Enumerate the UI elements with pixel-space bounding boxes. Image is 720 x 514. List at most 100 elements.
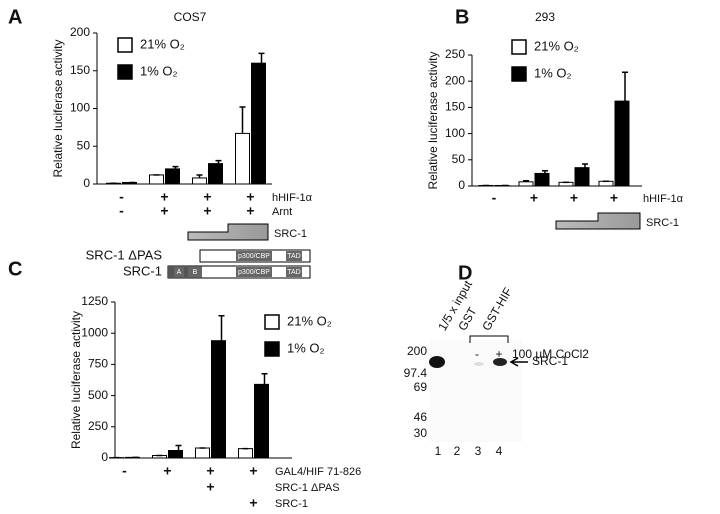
panel-letter: C: [8, 258, 22, 280]
y-tick-label: 0: [83, 176, 90, 190]
bar: [211, 340, 226, 459]
legend-label: 1% O₂: [140, 63, 178, 78]
y-axis-label: Relative luciferase activity: [426, 51, 440, 189]
domain: [174, 267, 184, 277]
condition-mark: -: [119, 203, 124, 219]
condition-mark: +: [160, 189, 168, 205]
condition-mark: +: [206, 463, 214, 479]
marker: 200: [407, 344, 427, 358]
condition-label: SRC-1 ΔPAS: [275, 482, 340, 494]
error-bar: [261, 373, 268, 385]
error-bar: [258, 52, 265, 64]
y-axis-label: Relative luciferase activity: [51, 39, 65, 177]
lane-number: 1: [435, 444, 442, 458]
condition-mark: +: [570, 190, 578, 206]
condition-mark: +: [163, 463, 171, 479]
marker: 30: [414, 426, 428, 440]
condition-mark: +: [249, 463, 257, 479]
y-tick-label: 200: [445, 73, 465, 87]
domain-label: p300/CBP: [238, 269, 270, 276]
error-bar: [215, 159, 222, 164]
y-tick-label: 1250: [81, 294, 108, 308]
bracket: [469, 335, 509, 343]
domain: [236, 251, 272, 261]
treatment-label: 100 µM CoCl2: [512, 347, 589, 361]
y-tick-label: 0: [101, 450, 108, 464]
condition-mark: -: [492, 190, 497, 206]
legend-swatch: [264, 341, 280, 357]
domain: [286, 267, 302, 277]
legend-label: 21% O₂: [534, 38, 579, 53]
y-tick-label: 100: [445, 126, 465, 140]
bar: [238, 448, 253, 459]
condition-mark: +: [203, 203, 211, 219]
legend-swatch: [264, 314, 280, 330]
domain: [286, 251, 302, 261]
y-tick-label: 100: [70, 101, 90, 115]
legend-label: 21% O₂: [287, 313, 332, 328]
condition-mark: +: [246, 203, 254, 219]
error-bar: [622, 71, 628, 102]
arrow: [509, 357, 528, 367]
band: [429, 356, 445, 368]
bar: [192, 177, 207, 185]
bar: [574, 167, 590, 187]
error-bar: [175, 444, 182, 451]
panel-letter: D: [458, 262, 472, 284]
condition-label: GAL4/HIF 71-826: [275, 466, 361, 478]
condition-mark: +: [203, 189, 211, 205]
legend-label: 21% O₂: [140, 36, 185, 51]
bar: [165, 168, 180, 185]
band: [474, 362, 484, 366]
condition-mark: +: [249, 495, 257, 511]
domain: [188, 267, 202, 277]
y-tick-label: 500: [88, 388, 108, 402]
bar: [168, 450, 183, 459]
y-tick-label: 250: [445, 47, 465, 61]
lane-header: GST-HIF: [479, 285, 515, 333]
ramp: [555, 212, 641, 230]
condition-label: SRC-1: [646, 217, 679, 229]
bar: [518, 181, 534, 187]
y-tick-label: 1000: [81, 325, 108, 339]
bar: [149, 174, 164, 185]
error-bar: [196, 174, 203, 178]
treatment-mark: -: [475, 347, 479, 361]
y-tick-label: 0: [458, 178, 465, 192]
lane-number: 2: [454, 444, 461, 458]
domain-label: TAD: [287, 269, 300, 276]
treatment-mark: +: [495, 347, 502, 361]
lane-number: 4: [496, 444, 503, 458]
condition-mark: +: [206, 479, 214, 495]
marker: 46: [414, 410, 428, 424]
y-tick-label: 50: [77, 138, 91, 152]
legend-label: 1% O₂: [287, 340, 325, 355]
error-bar: [523, 180, 529, 182]
legend-swatch: [117, 37, 133, 53]
domain: [236, 267, 272, 277]
legend-swatch: [117, 64, 133, 80]
condition-mark: +: [530, 190, 538, 206]
bar: [251, 62, 266, 185]
marker: 97.4: [404, 366, 428, 380]
y-tick-label: 150: [70, 63, 90, 77]
bar: [534, 172, 550, 187]
condition-mark: -: [119, 189, 124, 205]
condition-label: Arnt: [272, 206, 292, 218]
error-bar: [542, 170, 548, 174]
y-tick-label: 150: [445, 100, 465, 114]
legend-label: 1% O₂: [534, 65, 572, 80]
construct-name: SRC-1: [123, 263, 162, 278]
y-tick-label: 250: [88, 419, 108, 433]
panel-letter: A: [8, 6, 22, 28]
condition-label: hHIF-1α: [272, 192, 313, 204]
error-bar: [582, 163, 588, 168]
panel-letter: B: [455, 6, 469, 28]
y-tick-label: 750: [88, 357, 108, 371]
condition-label: SRC-1: [275, 498, 308, 510]
y-tick-label: 200: [70, 25, 90, 39]
band: [493, 358, 507, 366]
condition-label: hHIF-1α: [643, 193, 684, 205]
error-bar: [239, 106, 246, 134]
